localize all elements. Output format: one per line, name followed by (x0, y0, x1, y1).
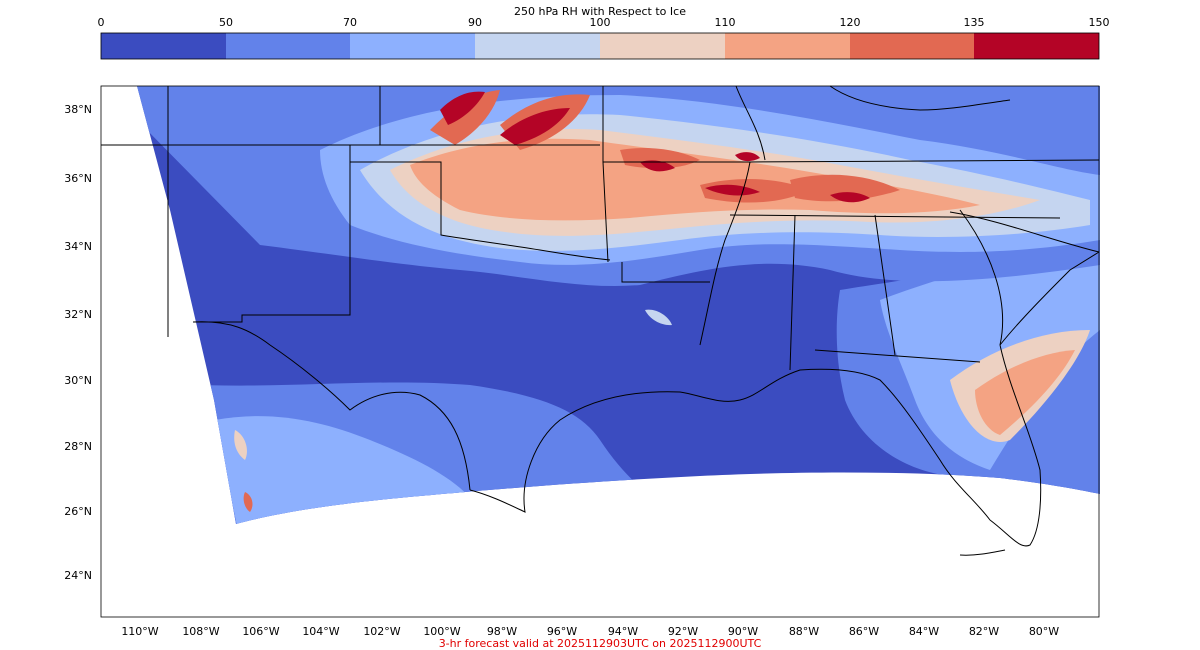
colorbar-tick-135: 135 (964, 16, 985, 29)
lat-label-26: 26°N (64, 505, 92, 518)
border-tn-south (729, 214, 1061, 219)
coastline-atlantic (999, 251, 1100, 346)
lon-label-98: 98°W (487, 625, 517, 638)
rh-florida-core (975, 350, 1075, 435)
lon-label-86: 86°W (849, 625, 879, 638)
colorbar-tick-70: 70 (343, 16, 357, 29)
colorbar-tick-110: 110 (715, 16, 736, 29)
lat-label-28: 28°N (64, 440, 92, 453)
coastline-gulf (469, 344, 1042, 547)
colorbar (100, 32, 1100, 60)
colorbar-segment-135-150 (974, 33, 1099, 59)
lon-label-90: 90°W (728, 625, 758, 638)
colorbar-tick-labels: 0 50 70 90 100 110 120 135 150 (98, 16, 1110, 29)
colorbar-title: 250 hPa RH with Respect to Ice (514, 5, 686, 18)
colorbar-segment-110-120 (725, 33, 850, 59)
border-rio-grande (192, 321, 471, 491)
colorbar-segment-90-100 (475, 33, 600, 59)
boundaries (101, 85, 1100, 556)
lat-label-36: 36°N (64, 172, 92, 185)
lat-label-30: 30°N (64, 374, 92, 387)
rh-southeast-band (880, 240, 1100, 470)
colorbar-segment-0-50 (101, 33, 226, 59)
lon-label-106: 106°W (242, 625, 279, 638)
rh-spot-sw (234, 430, 247, 460)
border-ms-al (789, 214, 796, 371)
rh-north-peak (440, 91, 870, 203)
lat-label-38: 38°N (64, 103, 92, 116)
colorbar-segment-120-135 (850, 33, 974, 59)
lon-label-100: 100°W (423, 625, 460, 638)
map-frame (100, 85, 1100, 618)
map-panel (100, 85, 1100, 618)
colorbar-tick-150: 150 (1089, 16, 1110, 29)
border-ky-north (829, 85, 1011, 111)
lon-label-88: 88°W (789, 625, 819, 638)
latitude-labels: 38°N 36°N 34°N 32°N 30°N 28°N 26°N 24°N (64, 103, 92, 582)
border-fl-north (814, 349, 981, 363)
lon-label-80: 80°W (1029, 625, 1059, 638)
lon-label-82: 82°W (969, 625, 999, 638)
colorbar-tick-100: 100 (590, 16, 611, 29)
river-mississippi (699, 161, 751, 346)
border-tn-ky (749, 159, 1100, 163)
colorbar-tick-120: 120 (840, 16, 861, 29)
border-ar-la (621, 262, 710, 283)
rh-spot-sw-high (243, 492, 253, 512)
colorbar-segment-70-90 (350, 33, 475, 59)
colorbar-segment-50-70 (226, 33, 350, 59)
colorbar-tick-0: 0 (98, 16, 105, 29)
colorbar-frame (100, 32, 1100, 60)
rh-spot-louisiana (645, 309, 672, 326)
border-ga-sc (959, 209, 1004, 346)
lon-label-94: 94°W (608, 625, 638, 638)
lon-label-96: 96°W (547, 625, 577, 638)
border-ok-tx (350, 161, 611, 261)
border-nc-sc (949, 211, 1100, 253)
lon-label-104: 104°W (302, 625, 339, 638)
longitude-labels: 110°W 108°W 106°W 104°W 102°W 100°W 98°W… (121, 625, 1059, 638)
lon-label-102: 102°W (363, 625, 400, 638)
lat-label-32: 32°N (64, 308, 92, 321)
lon-label-84: 84°W (909, 625, 939, 638)
colorbar-tick-90: 90 (468, 16, 482, 29)
river-ohio (735, 85, 766, 161)
lat-label-34: 34°N (64, 240, 92, 253)
lon-label-108: 108°W (182, 625, 219, 638)
lat-label-24: 24°N (64, 569, 92, 582)
border-al-ga (874, 214, 896, 356)
florida-keys (959, 549, 1006, 556)
colorbar-tick-50: 50 (219, 16, 233, 29)
lon-label-92: 92°W (668, 625, 698, 638)
forecast-caption: 3-hr forecast valid at 2025112903UTC on … (439, 637, 762, 650)
border-nm-tx (193, 145, 351, 323)
lon-label-110: 110°W (121, 625, 158, 638)
colorbar-segment-100-110 (600, 33, 725, 59)
